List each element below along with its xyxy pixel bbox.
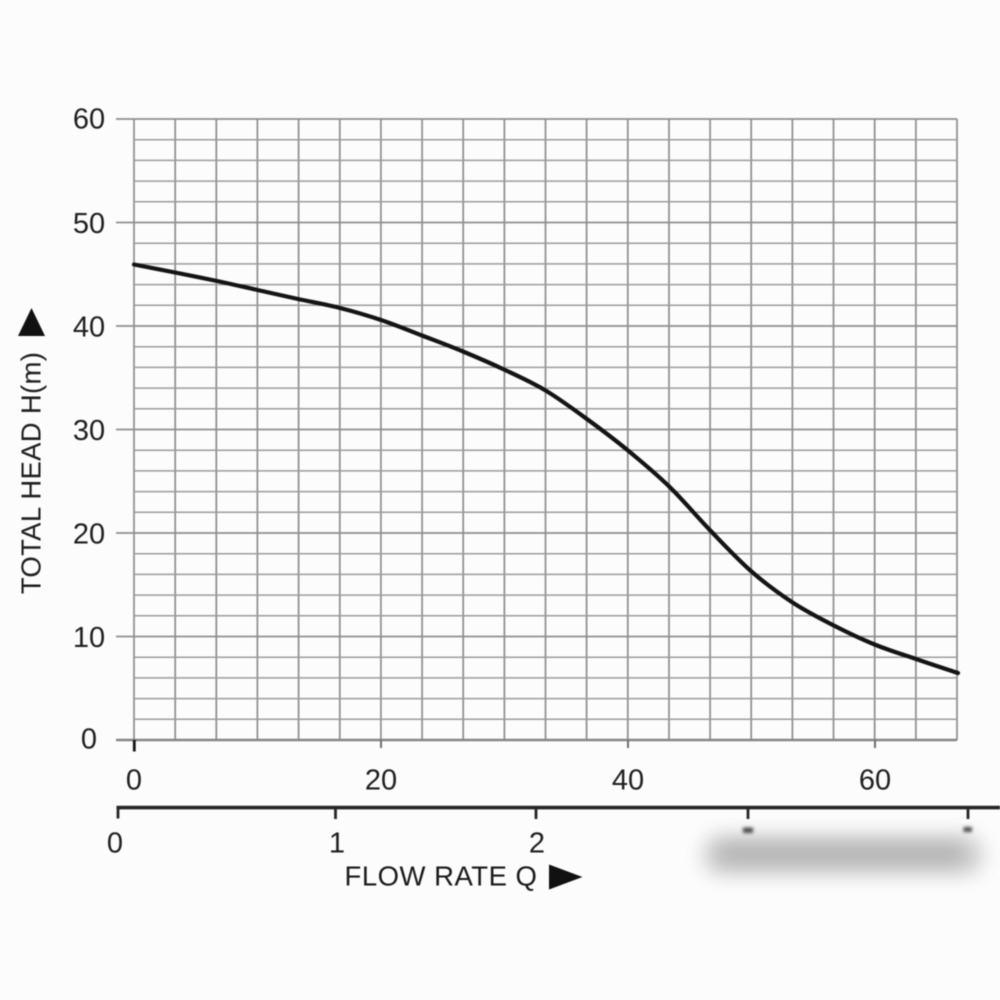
svg-text:1: 1 xyxy=(329,828,345,860)
svg-text:10: 10 xyxy=(73,622,105,654)
svg-text:30: 30 xyxy=(73,415,105,447)
svg-text:20: 20 xyxy=(365,765,397,797)
svg-text:0: 0 xyxy=(107,828,123,860)
svg-text:60: 60 xyxy=(73,103,105,135)
svg-text:50: 50 xyxy=(73,208,105,240)
svg-text:60: 60 xyxy=(859,765,891,797)
svg-text:20: 20 xyxy=(73,518,105,550)
svg-text:0: 0 xyxy=(126,765,142,797)
svg-text:40: 40 xyxy=(73,311,105,343)
svg-text:0: 0 xyxy=(81,723,97,755)
svg-text:FLOW RATE Q: FLOW RATE Q xyxy=(345,861,538,892)
svg-text:TOTAL HEAD H(m): TOTAL HEAD H(m) xyxy=(16,352,47,594)
svg-text:40: 40 xyxy=(612,765,644,797)
svg-text:2: 2 xyxy=(529,828,545,860)
